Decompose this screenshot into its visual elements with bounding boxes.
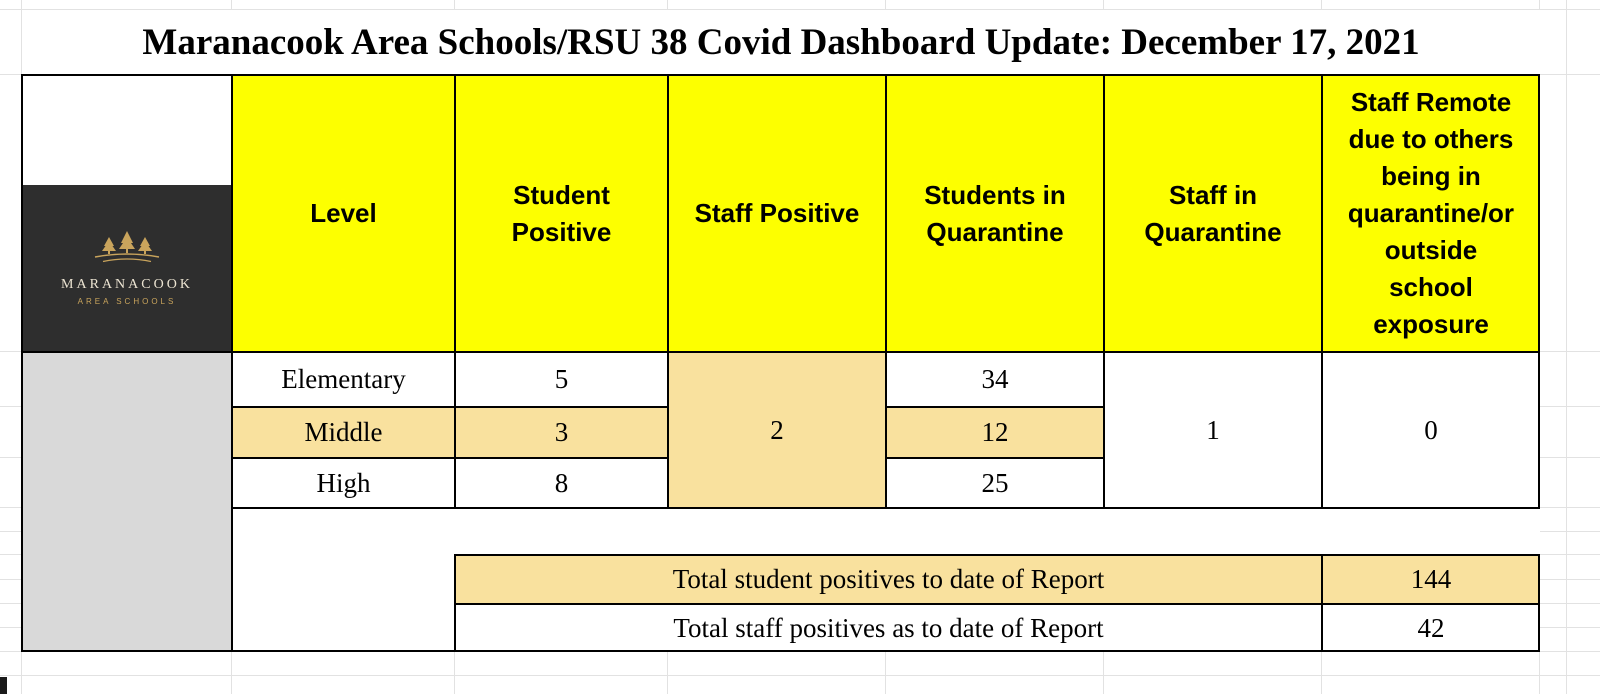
table-border-horizontal — [455, 603, 1540, 605]
logo-subtitle-text: AREA SCHOOLS — [77, 297, 177, 306]
cell-level-elementary[interactable]: Elementary — [232, 352, 455, 407]
table-border-vertical — [1321, 74, 1323, 509]
table-border-horizontal — [455, 554, 1540, 556]
gridline-horizontal — [0, 675, 1600, 676]
cell-student-positive-middle[interactable]: 3 — [455, 407, 668, 458]
table-border-vertical — [21, 74, 23, 652]
cell-staff-in-quarantine-merged[interactable]: 1 — [1104, 352, 1322, 508]
table-border-vertical — [1538, 554, 1540, 652]
gridline-vertical — [1566, 0, 1567, 694]
header-cell-level[interactable]: Level — [232, 75, 455, 352]
table-border-horizontal — [22, 650, 1540, 652]
table-border-horizontal — [886, 457, 1104, 459]
table-border-vertical — [667, 74, 669, 509]
gridline-horizontal — [0, 9, 1600, 10]
title-cell[interactable]: Maranacook Area Schools/RSU 38 Covid Das… — [22, 10, 1540, 75]
empty-row-region[interactable] — [232, 508, 1540, 555]
header-cell-staff-positive[interactable]: Staff Positive — [668, 75, 886, 352]
cell-students-in-quarantine-middle[interactable]: 12 — [886, 407, 1104, 458]
bottom-left-artifact — [0, 677, 7, 694]
table-border-horizontal — [232, 457, 668, 459]
table-border-horizontal — [232, 406, 668, 408]
pine-trees-icon — [85, 231, 169, 270]
table-border-vertical — [231, 74, 233, 652]
header-cell-staff-remote[interactable]: Staff Remote due to others being in quar… — [1322, 75, 1540, 352]
table-border-vertical — [885, 74, 887, 509]
total-student-positives-label[interactable]: Total student positives to date of Repor… — [455, 555, 1322, 604]
header-cell-staff-in-quarantine[interactable]: Staff in Quarantine — [1104, 75, 1322, 352]
cell-level-high[interactable]: High — [232, 458, 455, 508]
table-border-vertical — [454, 554, 456, 652]
table-border-horizontal — [22, 74, 1540, 76]
header-cell-student-positive[interactable]: Student Positive — [455, 75, 668, 352]
table-border-horizontal — [886, 406, 1104, 408]
cell-students-in-quarantine-high[interactable]: 25 — [886, 458, 1104, 508]
table-border-horizontal — [22, 351, 1540, 353]
logo-cell[interactable]: MARANACOOK AREA SCHOOLS — [22, 185, 232, 352]
cell-level-middle[interactable]: Middle — [232, 407, 455, 458]
empty-cells-left-of-totals[interactable] — [232, 555, 455, 652]
cell-student-positive-high[interactable]: 8 — [455, 458, 668, 508]
cell-student-positive-elementary[interactable]: 5 — [455, 352, 668, 407]
table-border-vertical — [1538, 74, 1540, 509]
logo-name-text: MARANACOOK — [61, 277, 193, 292]
table-border-vertical — [454, 74, 456, 509]
cell-staff-remote-merged[interactable]: 0 — [1322, 352, 1540, 508]
table-border-vertical — [1321, 554, 1323, 652]
table-border-vertical — [1103, 74, 1105, 509]
cell-students-in-quarantine-elementary[interactable]: 34 — [886, 352, 1104, 407]
total-staff-positives-label[interactable]: Total staff positives as to date of Repo… — [455, 604, 1322, 652]
total-staff-positives-value[interactable]: 42 — [1322, 604, 1540, 652]
header-cell-students-in-quarantine[interactable]: Students in Quarantine — [886, 75, 1104, 352]
cell-staff-positive-merged[interactable]: 2 — [668, 352, 886, 508]
left-gray-cell[interactable] — [22, 352, 232, 652]
total-student-positives-value[interactable]: 144 — [1322, 555, 1540, 604]
